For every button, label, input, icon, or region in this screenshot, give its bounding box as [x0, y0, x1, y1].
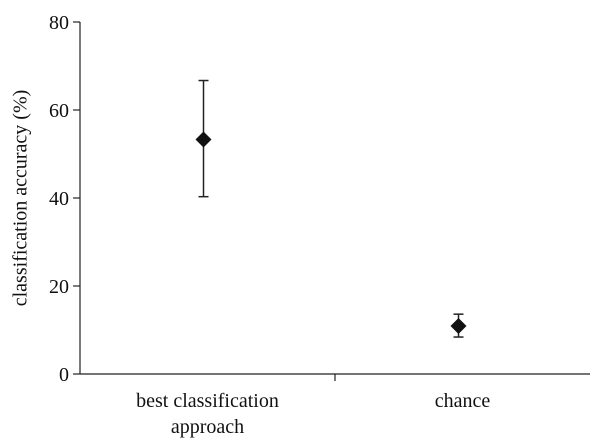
y-tick-label: 0	[59, 364, 69, 386]
data-point-group	[195, 79, 212, 198]
y-axis-label: classification accuracy (%)	[10, 90, 32, 307]
data-point-diamond	[450, 318, 467, 335]
y-ticks: 0 20 40 60 80	[49, 12, 336, 386]
data-point-diamond	[195, 131, 212, 148]
data-marks	[195, 79, 467, 338]
x-category-label: approach	[171, 416, 244, 438]
x-category-label: chance	[435, 390, 491, 412]
y-tick-label: 60	[49, 100, 69, 122]
y-tick-label: 40	[49, 188, 69, 210]
data-point-group	[450, 313, 467, 338]
y-tick-label: 20	[49, 276, 69, 298]
y-tick-label: 80	[49, 12, 69, 34]
axes	[79, 22, 590, 375]
x-categories: best classification approach chance	[136, 390, 490, 438]
x-category-label: best classification	[136, 390, 279, 412]
